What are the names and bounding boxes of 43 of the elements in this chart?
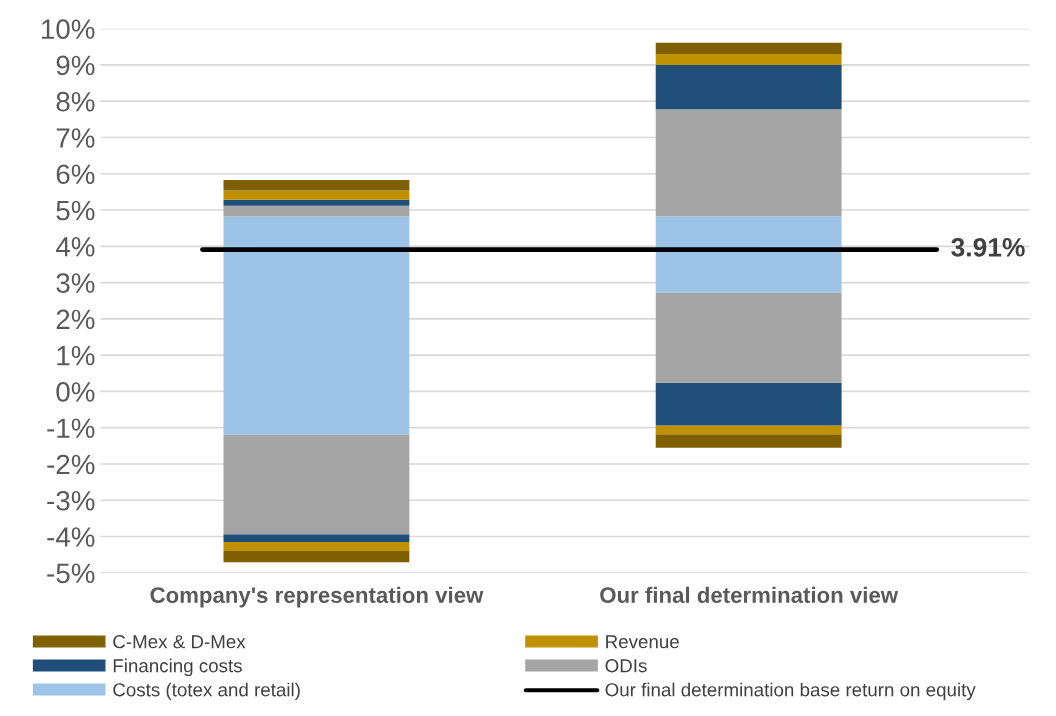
y-tick-label: 2%	[56, 309, 95, 330]
legend-label: Costs (totex and retail)	[113, 682, 300, 701]
bar	[223, 199, 410, 206]
y-tick-label: 5%	[56, 200, 95, 221]
y-tick-label: -4%	[47, 527, 95, 547]
bar	[655, 292, 842, 383]
y-tick-label: 9%	[56, 55, 95, 76]
bar	[223, 179, 410, 191]
y-tick-label: 8%	[56, 91, 95, 112]
x-tick-label: Our final determination view	[600, 586, 899, 604]
bar	[223, 216, 410, 435]
y-tick-label: -3%	[47, 490, 95, 511]
bar	[655, 42, 842, 55]
x-tick-label: Company's representation view	[150, 586, 484, 608]
y-tick-label: 10%	[41, 19, 95, 39]
bar	[223, 541, 410, 552]
y-tick-label: 6%	[56, 164, 95, 185]
y-tick-label: 7%	[56, 128, 95, 148]
bar	[655, 54, 842, 65]
y-tick-label: -2%	[47, 454, 95, 475]
bar	[655, 434, 842, 448]
bar	[223, 534, 410, 542]
legend-label: Revenue	[606, 635, 679, 649]
y-tick-label: 4%	[55, 237, 95, 257]
legend-label: C-Mex & D-Mex	[113, 635, 246, 649]
bar	[223, 205, 410, 217]
bar	[655, 425, 842, 435]
bar	[223, 190, 410, 200]
y-tick-label: 3%	[56, 273, 95, 293]
bar	[655, 64, 842, 110]
bar	[655, 216, 842, 293]
y-tick-label: -1%	[47, 418, 95, 438]
bar	[223, 434, 410, 535]
legend-label: Financing costs	[113, 658, 242, 677]
y-tick-label: -5%	[47, 563, 95, 584]
legend-label: Our final determination base return on equity	[605, 682, 976, 701]
legend-label: ODIs	[605, 659, 647, 673]
annotation: 3.91%	[951, 237, 1025, 257]
bar	[655, 382, 842, 426]
y-tick-label: 1%	[57, 345, 95, 366]
y-tick-label: 0%	[56, 382, 95, 402]
bar	[223, 551, 410, 563]
bar	[655, 109, 842, 217]
